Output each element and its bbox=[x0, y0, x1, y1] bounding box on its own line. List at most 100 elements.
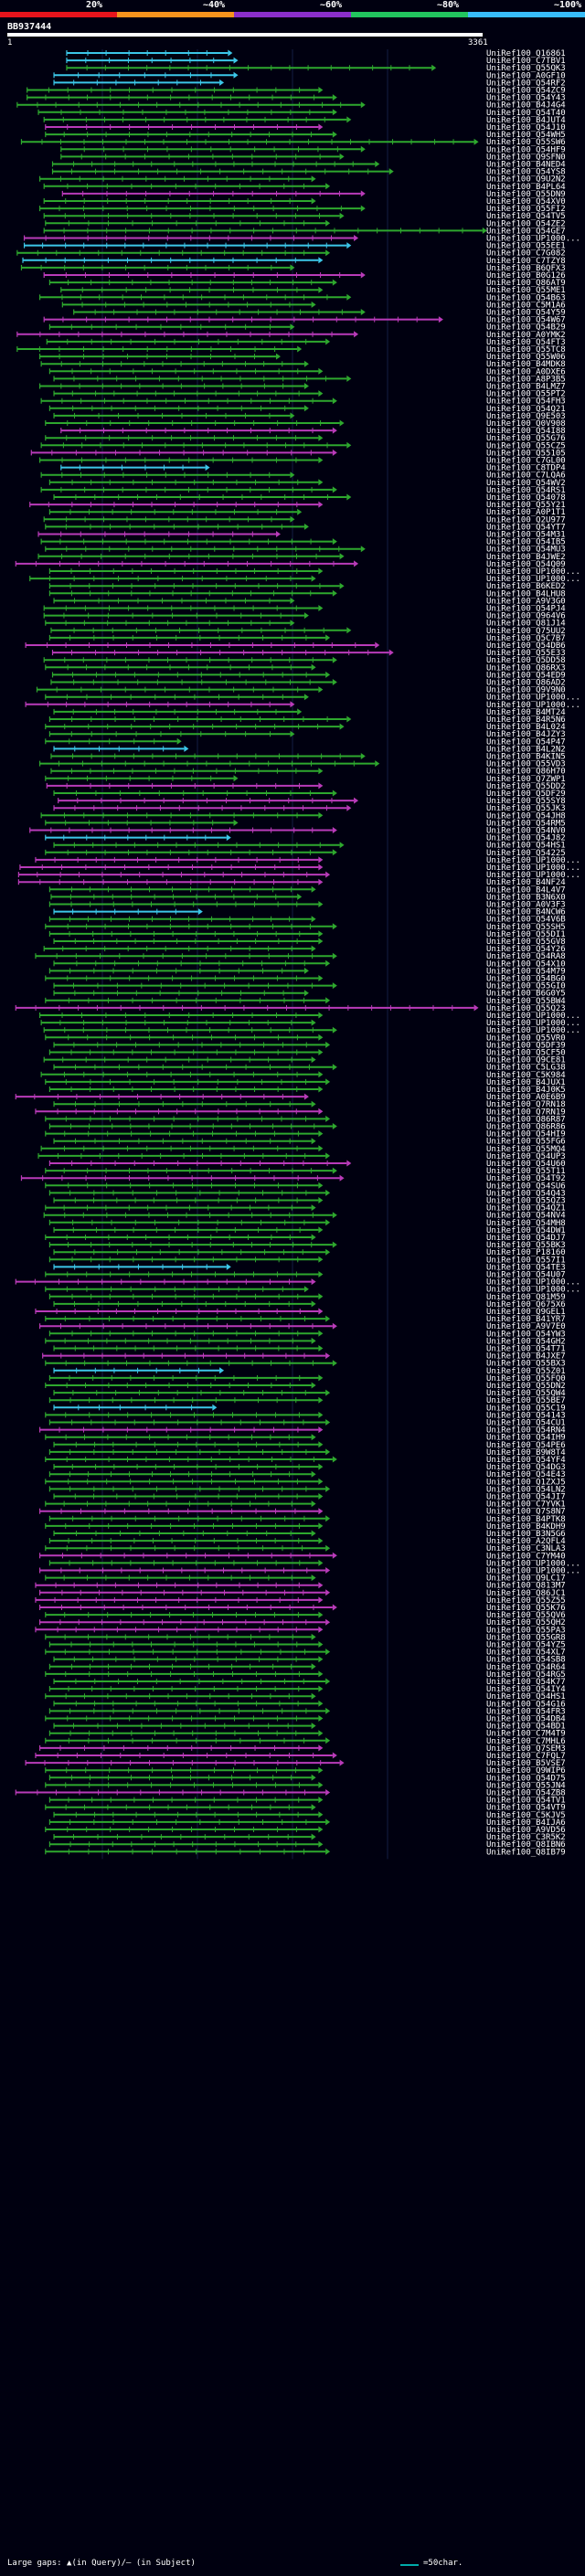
hit-row[interactable]: UniRef100_B4JXE7 bbox=[42, 1352, 566, 1362]
hit-row[interactable]: UniRef100_C7GL00 bbox=[38, 457, 566, 466]
hit-label[interactable]: UniRef100_Q675X6 bbox=[486, 1300, 566, 1309]
hit-row[interactable]: UniRef100_A2QFL4 bbox=[48, 1537, 566, 1546]
hit-label[interactable]: UniRef100_Q54VT9 bbox=[486, 1804, 566, 1813]
hit-label[interactable]: UniRef100_Q55PA3 bbox=[486, 1626, 566, 1635]
hit-label[interactable]: UniRef100_Q54M31 bbox=[486, 531, 566, 540]
hit-label[interactable]: UniRef100_Q54DJ7 bbox=[486, 1234, 566, 1243]
hit-row[interactable]: UniRef100_Q86H70 bbox=[50, 768, 566, 777]
hit-row[interactable]: UniRef100_Q55QV6 bbox=[45, 1611, 566, 1620]
hit-row[interactable]: UniRef100_B3N6X0 bbox=[50, 893, 566, 902]
hit-row[interactable]: UniRef100_C5KJV5 bbox=[53, 1811, 566, 1820]
hit-label[interactable]: UniRef100_Q9GEL1 bbox=[486, 1308, 566, 1317]
hit-row[interactable]: UniRef100_C7LQA6 bbox=[40, 472, 566, 481]
hit-label[interactable]: UniRef100_Q54R64 bbox=[486, 1663, 566, 1672]
hit-label[interactable]: UniRef100_Q2U977 bbox=[486, 515, 566, 525]
hit-label[interactable]: UniRef100_Q54ZB8 bbox=[486, 1789, 566, 1798]
hit-row[interactable]: UniRef100_Q54078 bbox=[53, 493, 566, 503]
hit-row[interactable]: UniRef100_Q9SFN0 bbox=[60, 153, 566, 162]
hit-label[interactable]: UniRef100_C7LQA6 bbox=[486, 472, 566, 481]
hit-label[interactable]: UniRef100_Q86R86 bbox=[486, 1123, 566, 1132]
hit-label[interactable]: UniRef100_Q54RA8 bbox=[486, 952, 566, 961]
hit-label[interactable]: UniRef100_Q54DB6 bbox=[486, 641, 566, 651]
hit-row[interactable]: UniRef100_B4NF24 bbox=[17, 878, 566, 887]
hit-row[interactable]: UniRef100_Q54X10 bbox=[53, 959, 566, 969]
hit-label[interactable]: UniRef100_Q55MQ4 bbox=[486, 1145, 566, 1154]
hit-label[interactable]: UniRef100_UP1000... bbox=[486, 1559, 580, 1568]
hit-label[interactable]: UniRef100_Q55E33 bbox=[486, 649, 566, 658]
hit-label[interactable]: UniRef100_Q54WH5 bbox=[486, 131, 566, 140]
hit-row[interactable]: UniRef100_Q55QW4 bbox=[53, 1389, 566, 1398]
hit-row[interactable]: UniRef100_B4J0K5 bbox=[48, 1086, 566, 1095]
hit-label[interactable]: UniRef100_UP1000... bbox=[486, 856, 580, 865]
hit-row[interactable]: UniRef100_Q54NV0 bbox=[29, 827, 566, 836]
hit-row[interactable]: UniRef100_C3NLA3 bbox=[45, 1544, 566, 1553]
hit-row[interactable]: UniRef100_Q557I1 bbox=[48, 1256, 566, 1265]
hit-row[interactable]: UniRef100_Q54IH9 bbox=[45, 1434, 566, 1443]
hit-label[interactable]: UniRef100_B4JUT4 bbox=[486, 116, 566, 125]
hit-row[interactable]: UniRef100_Q55VR0 bbox=[45, 1034, 566, 1043]
hit-row[interactable]: UniRef100_UP1000... bbox=[48, 567, 580, 577]
hit-row[interactable]: UniRef100_B4JZY3 bbox=[48, 730, 566, 739]
hit-label[interactable]: UniRef100_Q54U07 bbox=[486, 1271, 566, 1280]
hit-label[interactable]: UniRef100_Q55PT2 bbox=[486, 390, 566, 399]
hit-label[interactable]: UniRef100_Q54IB5 bbox=[486, 538, 566, 547]
hit-label[interactable]: UniRef100_Q54HI9 bbox=[486, 1130, 566, 1140]
hit-label[interactable]: UniRef100_UP1000... bbox=[486, 1019, 580, 1028]
hit-row[interactable]: UniRef100_Q55JK3 bbox=[53, 804, 566, 813]
hit-row[interactable]: UniRef100_Q55BW4 bbox=[45, 997, 566, 1006]
hit-label[interactable]: UniRef100_A9VD56 bbox=[486, 1826, 566, 1835]
hit-label[interactable]: UniRef100_UP1000... bbox=[486, 567, 580, 577]
hit-row[interactable]: UniRef100_Q55Y21 bbox=[29, 501, 566, 510]
hit-label[interactable]: UniRef100_Q75UU2 bbox=[486, 627, 566, 636]
hit-label[interactable]: UniRef100_C8TDP4 bbox=[486, 464, 566, 473]
hit-label[interactable]: UniRef100_B4L024 bbox=[486, 723, 566, 732]
hit-row[interactable]: UniRef100_Q55BX3 bbox=[45, 1360, 566, 1369]
hit-label[interactable]: UniRef100_Q1ZXJ5 bbox=[486, 1478, 566, 1487]
hit-row[interactable]: UniRef100_Q5DD58 bbox=[43, 656, 566, 665]
hit-row[interactable]: UniRef100_Q54BG0 bbox=[45, 975, 566, 984]
hit-row[interactable]: UniRef100_UP1000... bbox=[38, 1567, 580, 1576]
hit-label[interactable]: UniRef100_UP1000... bbox=[486, 1012, 580, 1021]
hit-row[interactable]: UniRef100_B4L4V7 bbox=[48, 885, 566, 895]
hit-row[interactable]: UniRef100_Q54Q09 bbox=[15, 560, 566, 569]
hit-row[interactable]: UniRef100_UP1000... bbox=[25, 701, 580, 710]
hit-label[interactable]: UniRef100_Q54TE3 bbox=[486, 1263, 566, 1272]
hit-label[interactable]: UniRef100_B6QFX3 bbox=[486, 264, 566, 273]
hit-row[interactable]: UniRef100_Q54T71 bbox=[53, 1345, 566, 1354]
hit-row[interactable]: UniRef100_Q86RX3 bbox=[45, 663, 566, 673]
hit-label[interactable]: UniRef100_Q54NV4 bbox=[486, 1212, 566, 1221]
hit-row[interactable]: UniRef100_Q55E33 bbox=[51, 649, 566, 658]
hit-label[interactable]: UniRef100_Q8IBN6 bbox=[486, 1840, 566, 1850]
hit-row[interactable]: UniRef100_Q54RG5 bbox=[45, 1670, 566, 1680]
hit-label[interactable]: UniRef100_UP1000... bbox=[486, 694, 580, 703]
hit-row[interactable]: UniRef100_Q54XV0 bbox=[43, 197, 566, 207]
hit-label[interactable]: UniRef100_Q7ZWP1 bbox=[486, 775, 566, 784]
hit-row[interactable]: UniRef100_Q7ZWP1 bbox=[45, 775, 566, 784]
hit-row[interactable]: UniRef100_Q54DG3 bbox=[53, 1463, 566, 1472]
hit-label[interactable]: UniRef100_C7YM40 bbox=[486, 1552, 566, 1561]
hit-label[interactable]: UniRef100_Q55Z01 bbox=[486, 1367, 566, 1376]
hit-label[interactable]: UniRef100_Q54SB8 bbox=[486, 1656, 566, 1665]
hit-label[interactable]: UniRef100_Q55FI2 bbox=[486, 205, 566, 214]
hit-label[interactable]: UniRef100_B4KDH9 bbox=[486, 1522, 566, 1532]
hit-label[interactable]: UniRef100_Q54XV0 bbox=[486, 197, 566, 207]
hit-label[interactable]: UniRef100_C7FQL7 bbox=[486, 1752, 566, 1761]
hit-label[interactable]: UniRef100_Q86JC1 bbox=[486, 1589, 566, 1598]
hit-label[interactable]: UniRef100_Q54RS1 bbox=[486, 486, 566, 495]
hit-row[interactable]: UniRef100_Q7RN18 bbox=[53, 1100, 566, 1109]
hit-label[interactable]: UniRef100_Q55ME1 bbox=[486, 286, 566, 295]
hit-row[interactable]: UniRef100_Q54GH2 bbox=[45, 1337, 566, 1346]
hit-label[interactable]: UniRef100_Q9U2N2 bbox=[486, 175, 566, 185]
hit-label[interactable]: UniRef100_B4J0K5 bbox=[486, 1086, 566, 1095]
hit-row[interactable]: UniRef100_Q54YS8 bbox=[51, 168, 566, 177]
hit-row[interactable]: UniRef100_C7TBV1 bbox=[66, 57, 566, 66]
hit-row[interactable]: UniRef100_Q16861 bbox=[66, 49, 566, 58]
hit-row[interactable]: UniRef100_Q54FR3 bbox=[48, 1707, 566, 1716]
hit-label[interactable]: UniRef100_Q55JN4 bbox=[486, 1781, 566, 1790]
hit-row[interactable]: UniRef100_B41YR7 bbox=[45, 1315, 566, 1324]
hit-label[interactable]: UniRef100_Q54DG3 bbox=[486, 1463, 566, 1472]
hit-row[interactable]: UniRef100_Q54J10 bbox=[45, 123, 566, 133]
hit-label[interactable]: UniRef100_B4L4V7 bbox=[486, 885, 566, 895]
hit-row[interactable]: UniRef100_Q55DI1 bbox=[48, 930, 566, 939]
hit-label[interactable]: UniRef100_Q55FG6 bbox=[486, 1138, 566, 1147]
